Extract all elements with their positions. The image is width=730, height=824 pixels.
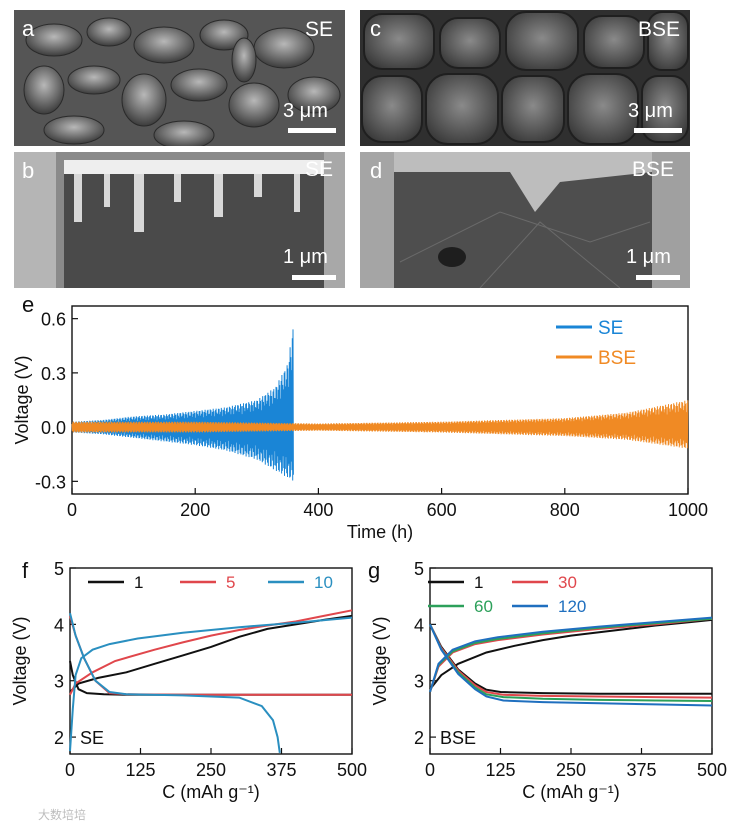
sem-image-a xyxy=(14,10,345,146)
y-tick-label: 4 xyxy=(54,615,64,635)
panel-tag-b: SE xyxy=(305,158,334,181)
plot-frame xyxy=(69,567,353,755)
panel-label-d: d xyxy=(370,158,383,183)
x-tick-label: 0 xyxy=(65,760,75,780)
x-tick-label: 125 xyxy=(125,760,155,780)
x-axis-label: C (mAh g⁻¹) xyxy=(162,782,260,802)
x-tick-label: 0 xyxy=(425,760,435,780)
y-tick-label: 0.6 xyxy=(41,310,66,330)
x-axis-label: Time (h) xyxy=(347,522,413,542)
curve-charge-120 xyxy=(429,616,713,693)
series-line-se xyxy=(71,329,294,481)
series-bse xyxy=(71,400,689,449)
scale-bar-b xyxy=(292,275,336,280)
y-tick-label: 3 xyxy=(414,672,424,692)
scale-label-b: 1 μm xyxy=(283,246,328,268)
sem-image-b xyxy=(14,152,345,288)
panel-label-a: a xyxy=(22,16,35,41)
plot-frame xyxy=(71,305,689,495)
legend-label-30: 30 xyxy=(558,573,577,592)
watermark: 大数培培 xyxy=(38,808,87,822)
x-tick-label: 500 xyxy=(337,760,367,780)
x-tick-label: 400 xyxy=(303,500,333,520)
y-tick-label: 3 xyxy=(54,672,64,692)
x-tick-label: 500 xyxy=(697,760,727,780)
x-tick-label: 0 xyxy=(67,500,77,520)
sem-texture-a xyxy=(14,10,345,146)
y-axis-label: Voltage (V) xyxy=(370,616,390,705)
scale-bar-a xyxy=(288,128,336,133)
panel-label-f: f xyxy=(22,558,29,583)
y-tick-label: 0.0 xyxy=(41,418,66,438)
curve-charge-1 xyxy=(69,614,353,693)
panel-annotation: BSE xyxy=(440,728,476,748)
y-tick-label: 4 xyxy=(414,615,424,635)
x-tick-label: 125 xyxy=(485,760,515,780)
curve-charge-30 xyxy=(429,617,713,693)
y-tick-label: 2 xyxy=(414,728,424,748)
panel-annotation: SE xyxy=(80,728,104,748)
scale-bar-d xyxy=(636,275,680,280)
legend-label-se: SE xyxy=(598,318,623,339)
scale-label-d: 1 μm xyxy=(626,246,671,268)
x-tick-label: 600 xyxy=(427,500,457,520)
y-tick-label: 5 xyxy=(414,560,424,579)
curve-discharge-10 xyxy=(69,612,281,754)
y-tick-label: 2 xyxy=(54,728,64,748)
y-axis-label: Voltage (V) xyxy=(12,355,32,444)
scale-label-c: 3 μm xyxy=(628,100,673,122)
y-tick-label: -0.3 xyxy=(35,472,66,492)
series-line-bse xyxy=(71,400,689,449)
sem-texture-c xyxy=(360,10,690,146)
x-tick-label: 375 xyxy=(626,760,656,780)
sem-texture-b xyxy=(14,152,345,288)
x-axis-label: C (mAh g⁻¹) xyxy=(522,782,620,802)
chart-e: 0 200 400 600 800 1000 -0.3 0.0 0.3 0.6 Time (h) Vo… xyxy=(12,305,708,542)
legend-label-1: 1 xyxy=(134,573,143,592)
chart-f: 0 125 250 375 500 2 3 4 5 C (mAh g⁻¹) Voltage (V) 1… xyxy=(10,560,367,802)
panel-label-b: b xyxy=(22,158,35,183)
legend-label-1: 1 xyxy=(474,573,483,592)
series-se xyxy=(71,329,294,481)
x-tick-label: 250 xyxy=(196,760,226,780)
panel-label-e: e xyxy=(22,292,35,317)
panel-tag-c: BSE xyxy=(638,18,681,41)
x-tick-label: 250 xyxy=(556,760,586,780)
sem-image-c xyxy=(360,10,690,146)
x-tick-label: 1000 xyxy=(668,500,708,520)
x-tick-label: 200 xyxy=(180,500,210,520)
panel-label-g: g xyxy=(368,558,381,583)
curve-charge-5 xyxy=(69,609,353,696)
curve-charge-10 xyxy=(69,616,353,752)
panel-tag-d: BSE xyxy=(632,158,675,181)
legend-label-bse: BSE xyxy=(598,348,636,369)
panel-label-c: c xyxy=(370,16,381,41)
curve-discharge-1 xyxy=(69,660,352,696)
x-tick-label: 375 xyxy=(266,760,296,780)
scale-bar-c xyxy=(634,128,682,133)
scale-label-a: 3 μm xyxy=(283,100,328,122)
panel-tag-a: SE xyxy=(305,18,334,41)
legend-label-10: 10 xyxy=(314,573,333,592)
plot-frame xyxy=(429,567,713,755)
chart-g: 0 125 250 375 500 2 3 4 5 C (mAh g⁻¹) Voltage (V) 1… xyxy=(370,560,727,802)
y-axis-label: Voltage (V) xyxy=(10,616,30,705)
y-tick-label: 0.3 xyxy=(41,364,66,384)
legend-label-120: 120 xyxy=(558,597,586,616)
curve-discharge-120 xyxy=(429,623,713,707)
sem-texture-d xyxy=(360,152,690,288)
legend-label-60: 60 xyxy=(474,597,493,616)
curve-discharge-5 xyxy=(69,615,352,696)
x-tick-label: 800 xyxy=(550,500,580,520)
y-tick-label: 5 xyxy=(54,560,64,579)
sem-image-d xyxy=(360,152,690,288)
legend-label-5: 5 xyxy=(226,573,235,592)
